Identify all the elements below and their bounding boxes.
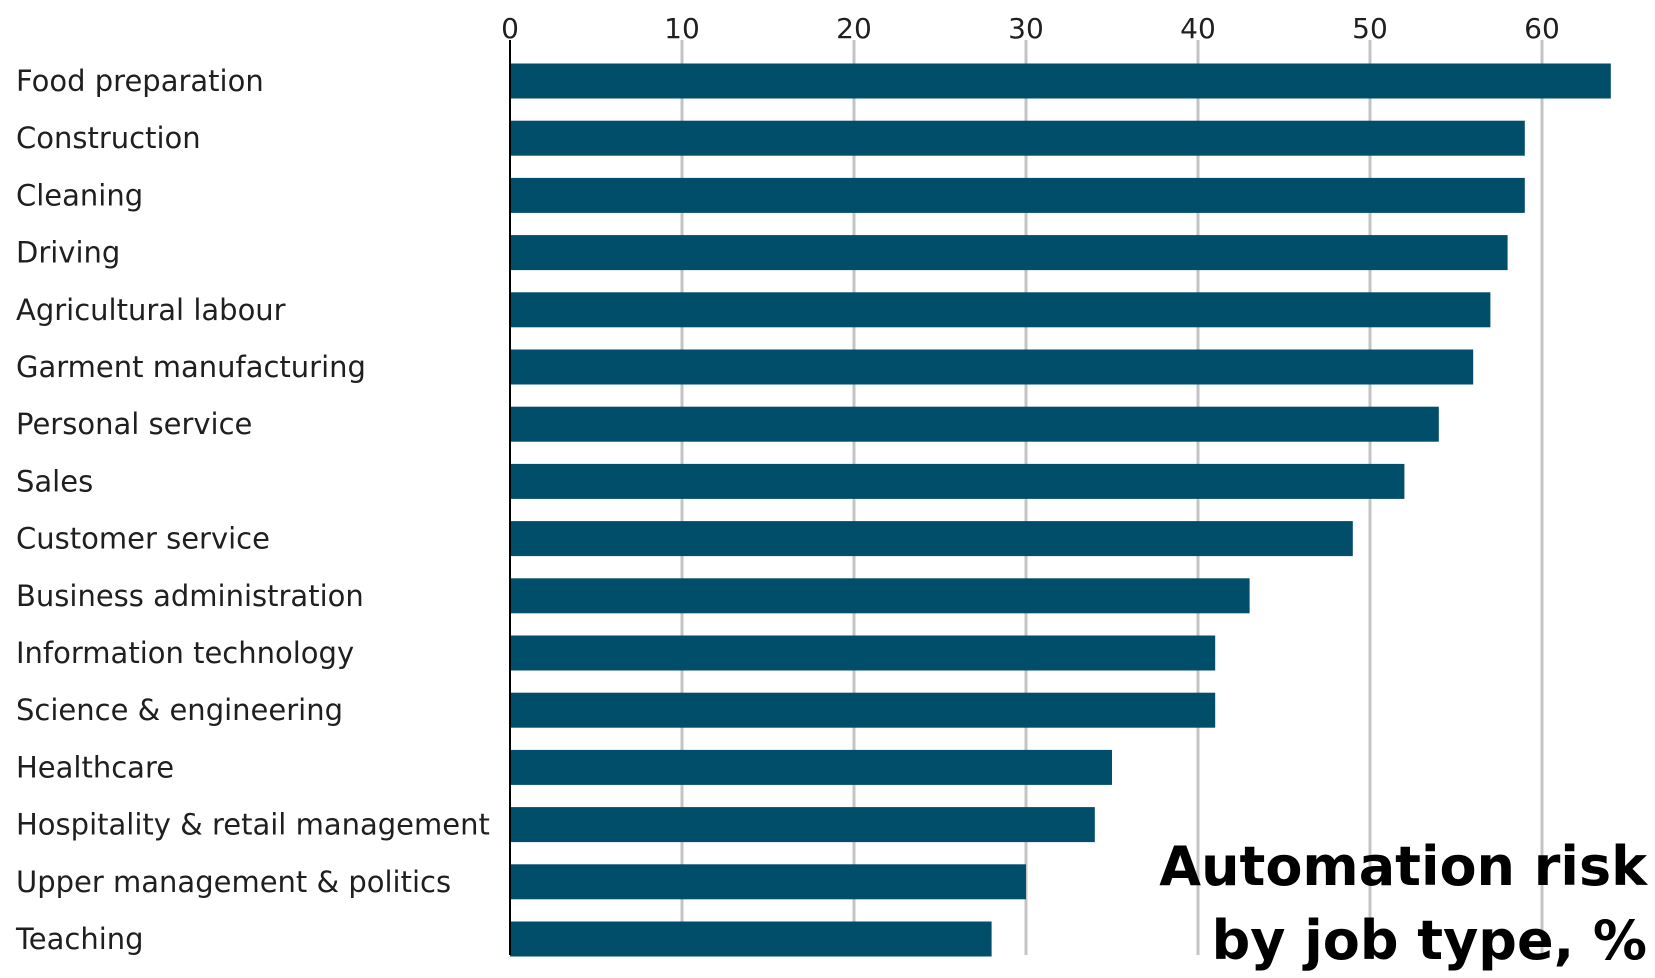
category-label: Driving [16,236,120,270]
bar [510,749,1112,785]
bar [510,349,1474,385]
x-tick-label: 0 [501,12,519,45]
bar [510,864,1026,900]
x-axis-tick-labels: 0 10 20 30 40 50 60 [501,12,1560,45]
category-label: Healthcare [16,750,174,784]
bar [510,578,1250,614]
category-label: Food preparation [16,64,264,98]
bar [510,406,1439,442]
x-tick-label: 50 [1352,12,1388,45]
bar [510,921,992,957]
bar [510,235,1508,271]
category-label: Cleaning [16,178,143,212]
category-label: Customer service [16,522,270,556]
bar [510,463,1405,499]
x-tick-label: 40 [1180,12,1216,45]
chart-subtitle: by job type, % [1211,909,1647,972]
category-label: Sales [16,464,93,498]
bar [510,807,1095,843]
category-label: Teaching [15,922,144,956]
category-label: Garment manufacturing [16,350,366,384]
x-tick-label: 20 [836,12,872,45]
category-label: Agricultural labour [16,293,286,327]
bar [510,292,1491,328]
bar [510,521,1353,557]
category-label: Science & engineering [16,693,343,727]
bar [510,692,1216,728]
category-label: Business administration [16,579,364,613]
category-label: Hospitality & retail management [16,808,490,842]
bar [510,120,1525,156]
bars [510,63,1611,957]
x-tick-label: 60 [1524,12,1560,45]
chart-title-block: Automation risk by job type, % [1127,830,1647,978]
category-label: Information technology [16,636,354,670]
category-labels: Food preparation Construction Cleaning Driv… [15,64,490,956]
category-label: Construction [16,121,201,155]
bar [510,177,1525,213]
category-label: Upper management & politics [16,865,451,899]
x-tick-label: 10 [664,12,700,45]
bar [510,635,1216,671]
chart-title: Automation risk [1159,835,1647,898]
bar [510,63,1611,99]
category-label: Personal service [16,407,252,441]
x-tick-label: 30 [1008,12,1044,45]
